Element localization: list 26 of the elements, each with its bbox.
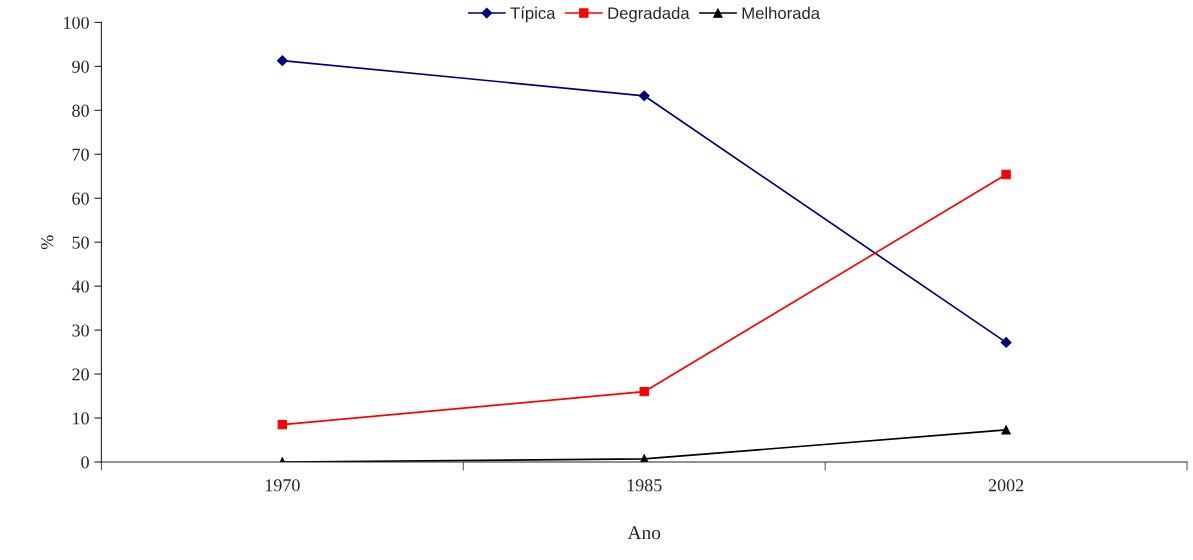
point — [1001, 425, 1011, 435]
x-axis-title: Ano — [627, 526, 661, 540]
point — [1001, 169, 1011, 180]
y-tick-label: 60 — [72, 192, 89, 205]
y-tick-label: 80 — [72, 104, 89, 117]
legend-label: Típica — [510, 6, 556, 23]
y-tick-label: 90 — [72, 60, 89, 73]
x-tick-label: 1970 — [265, 479, 300, 492]
point — [1000, 337, 1012, 348]
y-tick-label: 20 — [72, 368, 89, 381]
legend-label: Degradada — [608, 6, 690, 23]
point — [638, 90, 650, 102]
y-tick-label: 50 — [72, 236, 89, 249]
point — [639, 386, 649, 397]
x-tick-label: 2002 — [988, 479, 1024, 492]
y-axis-title: % — [41, 235, 54, 250]
y-tick-label: 40 — [71, 280, 89, 293]
point — [276, 55, 288, 67]
y-tick-label: 10 — [73, 412, 89, 425]
x-tick-label: 1985 — [627, 479, 662, 492]
y-tick-label: 70 — [72, 148, 89, 161]
y-tick-label: 100 — [64, 16, 89, 29]
y-tick-label: 0 — [81, 456, 89, 469]
point — [277, 419, 288, 430]
y-tick-label: 30 — [72, 324, 89, 337]
legend-label: Melhorada — [742, 6, 821, 20]
